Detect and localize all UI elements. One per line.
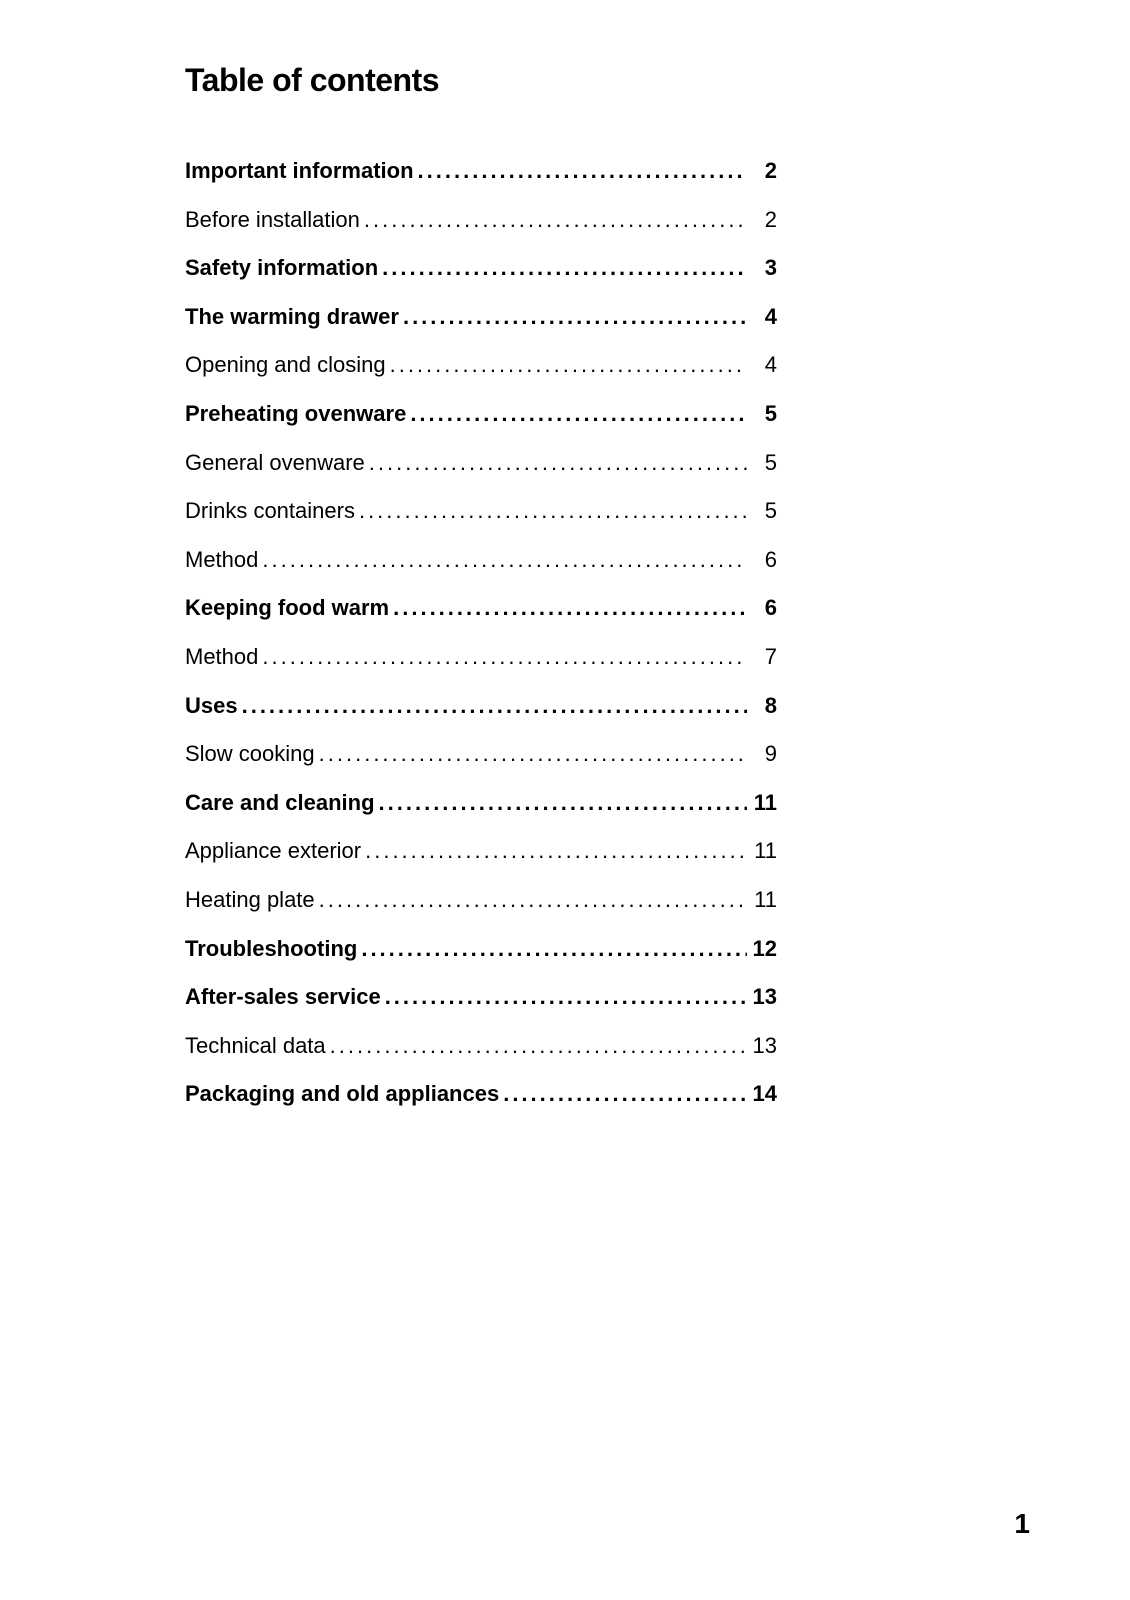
toc-entry-label: Slow cooking: [185, 740, 315, 769]
toc-entry-dots: ........................................…: [381, 983, 747, 1012]
toc-entry-page: 7: [747, 643, 777, 672]
toc-entry-label: General ovenware: [185, 449, 365, 478]
toc-entry: Uses....................................…: [185, 692, 777, 721]
toc-entry-page: 8: [747, 692, 777, 721]
toc-entry-page: 13: [747, 1032, 777, 1061]
toc-entry: Care and cleaning.......................…: [185, 789, 777, 818]
toc-entry-page: 14: [747, 1080, 777, 1109]
toc-entry-label: Drinks containers: [185, 497, 355, 526]
toc-entry-page: 5: [747, 400, 777, 429]
toc-entry-page: 4: [747, 351, 777, 380]
toc-title: Table of contents: [185, 62, 1030, 99]
page-number: 1: [1014, 1508, 1030, 1540]
toc-entry-page: 11: [747, 837, 777, 866]
toc-entry-page: 4: [747, 303, 777, 332]
toc-entry-dots: ........................................…: [406, 400, 747, 429]
toc-entry-dots: ........................................…: [365, 449, 747, 478]
toc-entry: Packaging and old appliances............…: [185, 1080, 777, 1109]
toc-entry-dots: ........................................…: [258, 643, 747, 672]
toc-entry-page: 3: [747, 254, 777, 283]
toc-entry-dots: ........................................…: [414, 157, 747, 186]
toc-entry-dots: ........................................…: [499, 1080, 747, 1109]
toc-entry: Important information...................…: [185, 157, 777, 186]
toc-entry-label: Uses: [185, 692, 238, 721]
toc-entry-dots: ........................................…: [389, 594, 747, 623]
toc-entry-label: Appliance exterior: [185, 837, 361, 866]
toc-entry: Heating plate...........................…: [185, 886, 777, 915]
toc-entry-label: Technical data: [185, 1032, 326, 1061]
toc-entry: Slow cooking............................…: [185, 740, 777, 769]
toc-entry: Method..................................…: [185, 546, 777, 575]
toc-entry: Preheating ovenware.....................…: [185, 400, 777, 429]
toc-entry-label: After-sales service: [185, 983, 381, 1012]
toc-entry-page: 9: [747, 740, 777, 769]
toc-entry-dots: ........................................…: [355, 497, 747, 526]
toc-entry-dots: ........................................…: [399, 303, 747, 332]
toc-entry-page: 2: [747, 206, 777, 235]
toc-entry-dots: ........................................…: [361, 837, 747, 866]
toc-entry-label: Keeping food warm: [185, 594, 389, 623]
toc-entry-page: 5: [747, 497, 777, 526]
toc-entry: Before installation.....................…: [185, 206, 777, 235]
toc-list: Important information...................…: [185, 157, 777, 1109]
toc-entry-label: Method: [185, 546, 258, 575]
toc-entry: Opening and closing.....................…: [185, 351, 777, 380]
toc-entry: Keeping food warm.......................…: [185, 594, 777, 623]
toc-entry-label: Method: [185, 643, 258, 672]
toc-entry-label: Preheating ovenware: [185, 400, 406, 429]
toc-entry-dots: ........................................…: [315, 740, 747, 769]
toc-entry-page: 6: [747, 594, 777, 623]
page-container: Table of contents Important information.…: [0, 0, 1130, 1109]
toc-entry: Drinks containers.......................…: [185, 497, 777, 526]
toc-entry-label: Care and cleaning: [185, 789, 375, 818]
toc-entry-page: 5: [747, 449, 777, 478]
toc-entry-page: 11: [747, 789, 777, 818]
toc-entry-label: Safety information: [185, 254, 378, 283]
toc-entry-page: 12: [747, 935, 777, 964]
toc-entry-dots: ........................................…: [378, 254, 747, 283]
toc-entry-dots: ........................................…: [357, 935, 747, 964]
toc-entry-page: 13: [747, 983, 777, 1012]
toc-entry-dots: ........................................…: [258, 546, 747, 575]
toc-entry: General ovenware........................…: [185, 449, 777, 478]
toc-entry: Troubleshooting.........................…: [185, 935, 777, 964]
toc-entry: After-sales service.....................…: [185, 983, 777, 1012]
toc-entry: Method..................................…: [185, 643, 777, 672]
toc-entry: The warming drawer......................…: [185, 303, 777, 332]
toc-entry-dots: ........................................…: [360, 206, 747, 235]
toc-entry-dots: ........................................…: [326, 1032, 747, 1061]
toc-entry-dots: ........................................…: [238, 692, 747, 721]
toc-entry-page: 2: [747, 157, 777, 186]
toc-entry-dots: ........................................…: [375, 789, 747, 818]
toc-entry-dots: ........................................…: [386, 351, 747, 380]
toc-entry-label: Opening and closing: [185, 351, 386, 380]
toc-entry-label: Packaging and old appliances: [185, 1080, 499, 1109]
toc-entry-label: Heating plate: [185, 886, 315, 915]
toc-entry-page: 6: [747, 546, 777, 575]
toc-entry-label: Important information: [185, 157, 414, 186]
toc-entry-dots: ........................................…: [315, 886, 747, 915]
toc-entry: Technical data..........................…: [185, 1032, 777, 1061]
toc-entry-label: Troubleshooting: [185, 935, 357, 964]
toc-entry-label: Before installation: [185, 206, 360, 235]
toc-entry: Safety information......................…: [185, 254, 777, 283]
toc-entry-page: 11: [747, 886, 777, 915]
toc-entry-label: The warming drawer: [185, 303, 399, 332]
toc-entry: Appliance exterior......................…: [185, 837, 777, 866]
